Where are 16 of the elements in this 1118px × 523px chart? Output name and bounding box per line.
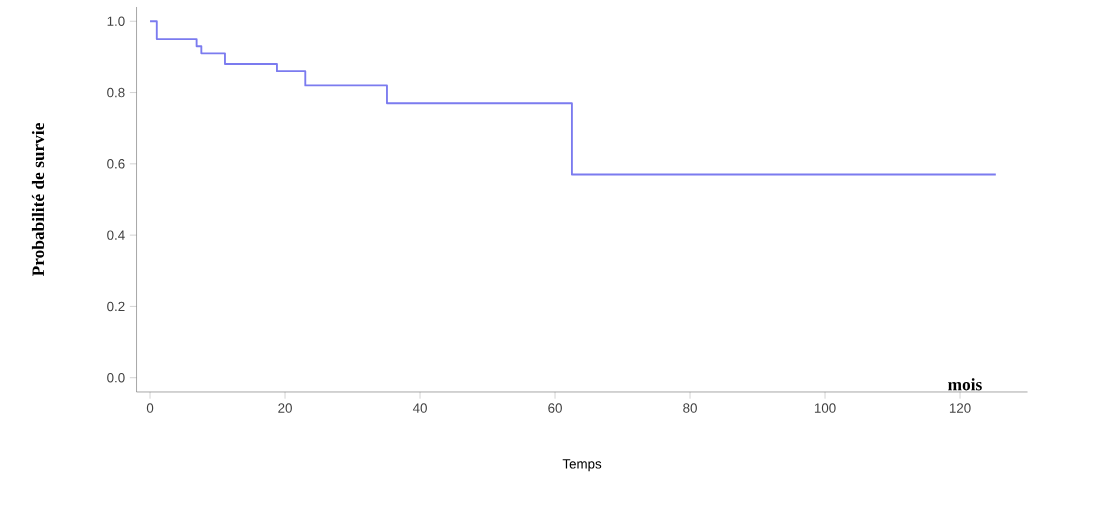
y-tick-label: 0.8 [107,87,125,98]
x-tick-label: 120 [949,403,971,413]
x-axis-title: Temps [562,459,602,472]
y-tick-label: 0.2 [107,301,125,312]
y-tick-label: 0.4 [107,230,125,240]
y-tick-label: 0.0 [107,373,125,383]
y-tick-label: 1.0 [107,16,125,26]
x-tick-label: 100 [814,403,836,413]
x-tick-label: 40 [412,403,427,413]
x-tick-label: 60 [548,403,562,413]
x-tick-label: 0 [146,403,154,413]
y-axis-title: Probabilité de survie [31,123,45,277]
y-tick-label: 0.6 [107,159,125,169]
x-tick-label: 20 [278,403,292,413]
annotation: mois [948,378,982,391]
x-tick-label: 80 [683,403,697,413]
